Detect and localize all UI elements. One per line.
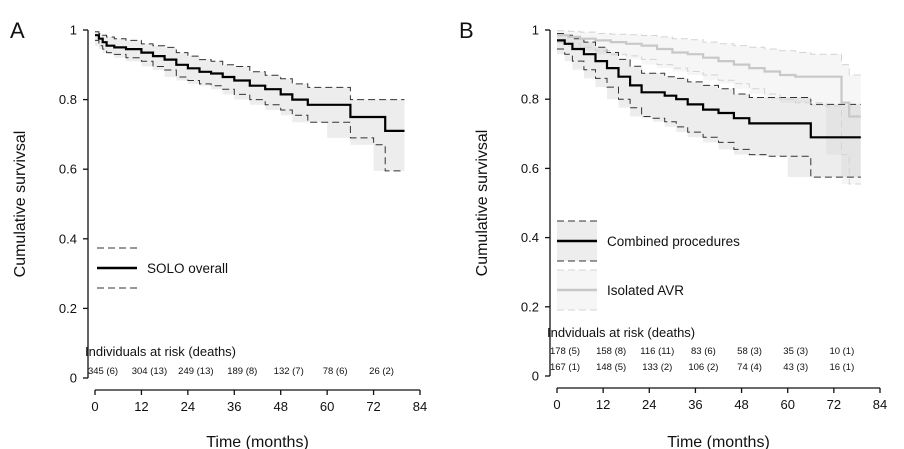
x-tick-label: 48 (273, 399, 287, 414)
legend-entry-label: Isolated AVR (607, 283, 684, 298)
y-tick-label: 0 (70, 371, 77, 386)
y-tick-label: 0.6 (59, 162, 77, 177)
risk-count-label: 35 (3) (783, 346, 808, 357)
y-tick-label: 0 (532, 369, 539, 384)
ci-upper-line-1 (95, 31, 405, 101)
risk-count-label: 116 (11) (640, 346, 674, 357)
y-tick-label: 0.8 (521, 92, 539, 107)
risk-count-label: 58 (3) (737, 346, 762, 357)
survival-curve-2 (557, 34, 861, 118)
x-tick-label: 24 (642, 397, 656, 412)
risk-count-label: 106 (2) (688, 362, 718, 373)
risk-count-label: 178 (5) (550, 346, 580, 357)
panel-label: B (459, 18, 474, 43)
x-tick-label: 48 (734, 397, 748, 412)
x-tick-label: 72 (827, 397, 841, 412)
x-tick-label: 72 (366, 399, 380, 414)
x-tick-label: 60 (320, 399, 334, 414)
x-tick-label: 0 (91, 399, 98, 414)
risk-count-label: 133 (2) (642, 362, 672, 373)
x-tick-label: 84 (413, 399, 427, 414)
x-tick-label: 84 (873, 397, 887, 412)
x-tick-label: 24 (181, 399, 195, 414)
risk-count-label: 345 (6) (88, 366, 118, 377)
risk-count-label: 158 (8) (596, 346, 626, 357)
y-tick-label: 0.4 (59, 231, 77, 246)
y-tick-label: 0.4 (521, 230, 539, 245)
ci-lower-line-1 (557, 48, 861, 178)
x-tick-label: 60 (780, 397, 794, 412)
y-tick-label: 0.2 (521, 299, 539, 314)
y-tick-label: 0.2 (59, 301, 77, 316)
y-axis-label: Cumulative survivsal (474, 130, 491, 277)
panel-a: A 0 0.2 0.4 0.6 0.8 1 0 12 24 36 48 60 72 84 Time (mont… (10, 18, 427, 449)
ci-lower-line-2 (557, 41, 861, 185)
x-tick-label: 12 (596, 397, 610, 412)
risk-count-label: 189 (8) (227, 366, 257, 377)
y-tick-label: 0.8 (59, 92, 77, 107)
risk-count-label: 78 (6) (323, 366, 348, 377)
y-tick-label: 1 (532, 23, 539, 38)
risk-count-label: 43 (3) (783, 362, 808, 373)
risk-count-label: 83 (6) (691, 346, 716, 357)
legend-entry-label: Combined procedures (607, 234, 740, 249)
x-tick-label: 36 (688, 397, 702, 412)
y-tick-label: 1 (70, 23, 77, 38)
risk-count-label: 16 (1) (829, 362, 854, 373)
ci-band-1 (557, 33, 861, 178)
x-tick-label: 0 (553, 397, 560, 412)
y-tick-label: 0.6 (521, 161, 539, 176)
risk-count-label: 304 (13) (132, 366, 167, 377)
risk-table-title: Individuals at risk (deaths) (85, 344, 236, 359)
legend-entry-label: SOLO overall (147, 261, 228, 276)
panel-label: A (10, 18, 25, 43)
survival-curve-1 (95, 34, 405, 132)
survival-curve-1 (557, 39, 861, 139)
panel-b: B 0 0.2 0.4 0.6 0.8 1 0 12 24 36 48 60 72 84 Time (mont… (459, 18, 887, 449)
risk-table-title: Indviduals at risk (deaths) (547, 325, 695, 340)
x-tick-label: 36 (227, 399, 241, 414)
ci-upper-line-1 (557, 33, 861, 105)
risk-count-label: 148 (5) (596, 362, 626, 373)
risk-count-label: 10 (1) (829, 346, 854, 357)
risk-count-label: 132 (7) (274, 366, 304, 377)
risk-count-label: 74 (4) (737, 362, 762, 373)
risk-count-label: 167 (1) (550, 362, 580, 373)
ci-upper-line-2 (557, 30, 861, 76)
ci-lower-line-1 (95, 39, 405, 172)
ci-band-1 (95, 31, 405, 171)
x-axis-label: Time (months) (206, 434, 309, 449)
x-tick-label: 12 (134, 399, 148, 414)
risk-count-label: 26 (2) (369, 366, 394, 377)
x-axis-label: Time (months) (667, 434, 770, 449)
risk-count-label: 249 (13) (178, 366, 213, 377)
y-axis-label: Cumulative survivsal (12, 131, 29, 278)
